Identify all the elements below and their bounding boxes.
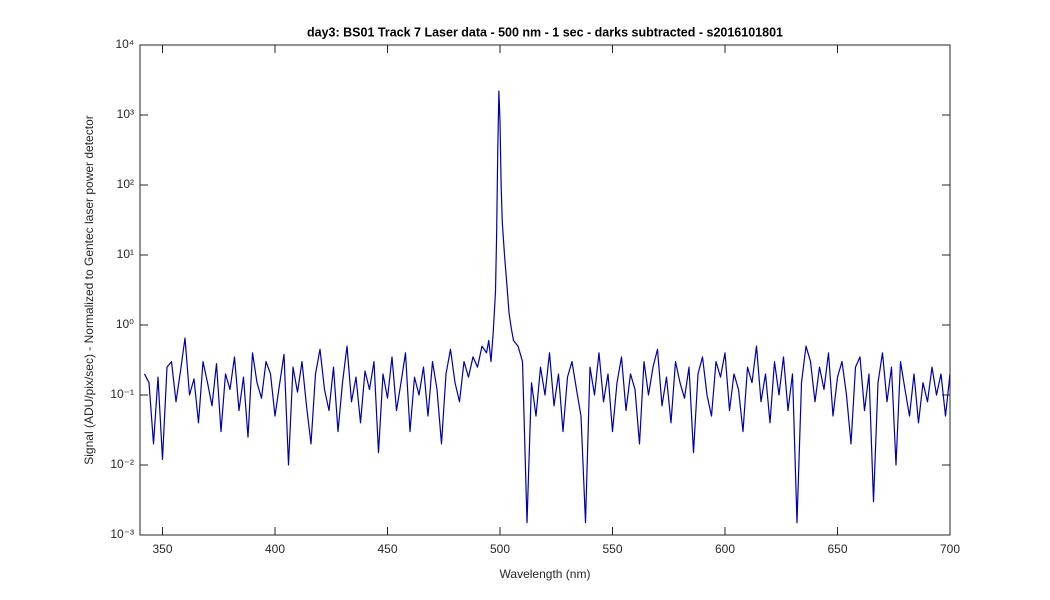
x-axis-label: Wavelength (nm) [500,567,591,581]
chart-title: day3: BS01 Track 7 Laser data - 500 nm -… [307,25,783,39]
x-tick-label: 550 [602,542,622,556]
data-line [143,90,951,524]
x-tick-label: 500 [490,542,510,556]
x-tick-label: 700 [940,542,960,556]
y-tick-label: 10³ [117,107,134,121]
y-tick-label: 10⁰ [116,317,134,331]
y-tick-label: 10⁻¹ [110,387,134,401]
y-tick-label: 10⁴ [115,37,134,51]
x-tick-label: 450 [377,542,397,556]
x-tick-label: 650 [827,542,847,556]
y-tick-label: 10² [117,177,134,191]
y-axis-label: Signal (ADU/pix/sec) - Normalized to Gen… [82,115,96,464]
y-tick-label: 10¹ [117,247,134,261]
plot-area [139,44,951,536]
y-tick-label: 10⁻³ [110,527,134,541]
x-tick-label: 600 [715,542,735,556]
x-tick-label: 400 [265,542,285,556]
y-tick-label: 10⁻² [110,457,134,471]
x-tick-label: 350 [152,542,172,556]
